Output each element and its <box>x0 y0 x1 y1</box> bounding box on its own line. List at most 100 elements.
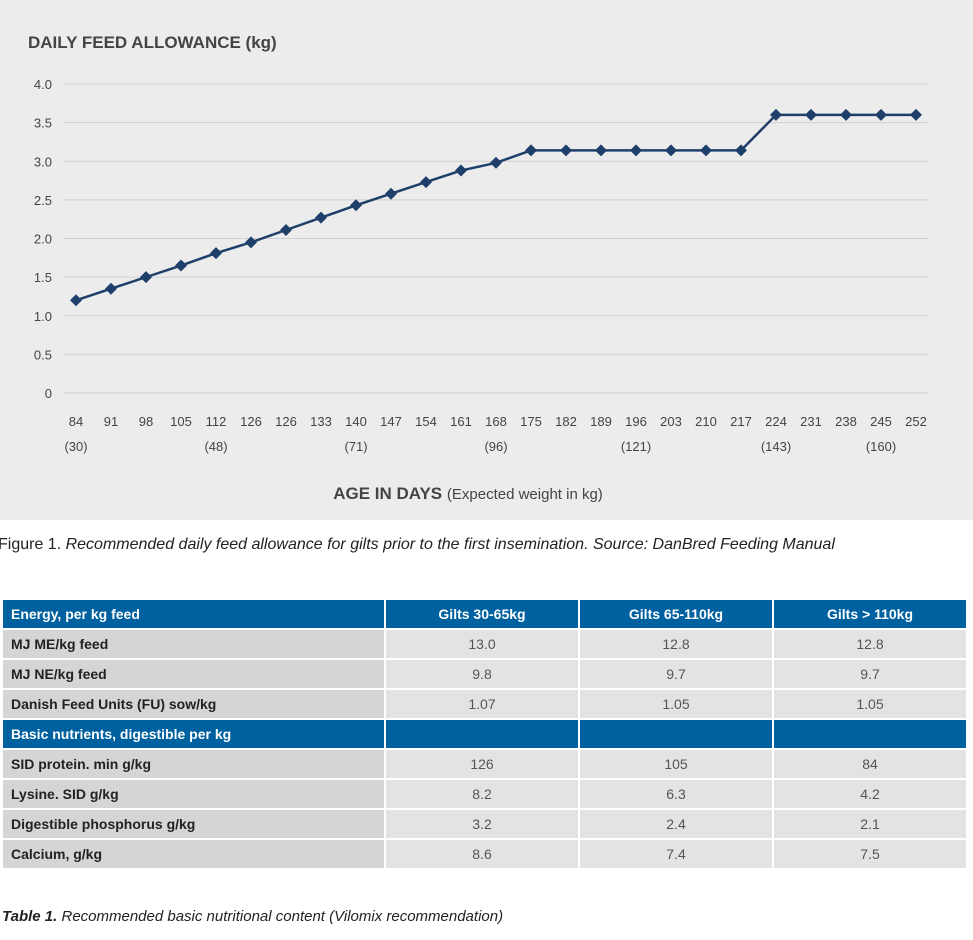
y-tick-label: 2.5 <box>34 193 52 208</box>
row-label: Calcium, g/kg <box>3 840 384 868</box>
x-weight-label: (143) <box>761 439 791 454</box>
data-point <box>595 144 607 157</box>
row-label: Digestible phosphorus g/kg <box>3 810 384 838</box>
x-weight-label: (96) <box>484 439 507 454</box>
data-point <box>490 156 502 169</box>
y-tick-label: 4.0 <box>34 77 52 92</box>
data-point <box>420 176 432 189</box>
data-point <box>105 282 117 295</box>
header-cell <box>580 720 772 748</box>
row-label: SID protein. min g/kg <box>3 750 384 778</box>
value-cell: 7.4 <box>580 840 772 868</box>
value-cell: 1.05 <box>774 690 966 718</box>
data-point <box>350 199 362 212</box>
table-row: Energy, per kg feed Gilts 30-65kg Gilts 65… <box>3 600 966 628</box>
x-tick-label: 252 <box>905 414 927 429</box>
data-point <box>910 108 922 121</box>
x-tick-label: 84 <box>69 414 83 429</box>
table-row: Calcium, g/kg 8.6 7.4 7.5 <box>3 840 966 868</box>
value-cell: 8.6 <box>386 840 578 868</box>
value-cell: 1.05 <box>580 690 772 718</box>
data-point <box>245 236 257 249</box>
feed-allowance-chart: DAILY FEED ALLOWANCE (kg) 0 0.5 1.0 1.5 2.0 2.… <box>28 33 928 503</box>
data-point <box>840 108 852 121</box>
y-tick-label: 0 <box>45 386 52 401</box>
y-tick-label: 3.0 <box>34 154 52 169</box>
value-cell: 9.7 <box>580 660 772 688</box>
table-caption: Table 1. Recommended basic nutritional c… <box>2 908 503 925</box>
x-axis-label-bold: AGE IN DAYS <box>333 484 442 503</box>
table-row: MJ ME/kg feed 13.0 12.8 12.8 <box>3 630 966 658</box>
row-label: Lysine. SID g/kg <box>3 780 384 808</box>
x-weight-label: (71) <box>344 439 367 454</box>
header-cell: Gilts 30-65kg <box>386 600 578 628</box>
data-point <box>770 108 782 121</box>
x-tick-label: 189 <box>590 414 612 429</box>
header-cell: Energy, per kg feed <box>3 600 384 628</box>
chart-title: DAILY FEED ALLOWANCE (kg) <box>28 33 277 52</box>
y-tick-label: 0.5 <box>34 347 52 362</box>
nutrition-table: Energy, per kg feed Gilts 30-65kg Gilts 65… <box>1 598 968 870</box>
data-point <box>140 271 152 284</box>
data-point <box>315 211 327 224</box>
table-label: Table 1. <box>2 908 58 925</box>
x-tick-label: 91 <box>104 414 118 429</box>
header-cell: Gilts 65-110kg <box>580 600 772 628</box>
data-point <box>280 224 292 237</box>
table-row: SID protein. min g/kg 126 105 84 <box>3 750 966 778</box>
value-cell: 2.1 <box>774 810 966 838</box>
chart-panel: DAILY FEED ALLOWANCE (kg) 0 0.5 1.0 1.5 2.0 2.… <box>0 0 973 520</box>
y-tick-label: 3.5 <box>34 116 52 131</box>
x-weight-label: (160) <box>866 439 896 454</box>
y-tick-label: 2.0 <box>34 232 52 247</box>
value-cell: 13.0 <box>386 630 578 658</box>
x-tick-label: 231 <box>800 414 822 429</box>
x-tick-label: 238 <box>835 414 857 429</box>
x-tick-label: 147 <box>380 414 402 429</box>
section-header: Basic nutrients, digestible per kg <box>3 720 384 748</box>
x-tick-label: 161 <box>450 414 472 429</box>
data-point <box>385 187 397 200</box>
data-point <box>700 144 712 157</box>
data-point <box>630 144 642 157</box>
data-point <box>525 144 537 157</box>
x-tick-label: 175 <box>520 414 542 429</box>
table-caption-text: Recommended basic nutritional content (V… <box>61 908 504 925</box>
data-point <box>665 144 677 157</box>
row-label: Danish Feed Units (FU) sow/kg <box>3 690 384 718</box>
data-point <box>805 108 817 121</box>
x-tick-label: 168 <box>485 414 507 429</box>
x-tick-label: 112 <box>206 414 227 429</box>
y-tick-label: 1.0 <box>34 309 52 324</box>
data-point <box>875 108 887 121</box>
value-cell: 7.5 <box>774 840 966 868</box>
x-axis-label-detail: (Expected weight in kg) <box>447 486 603 503</box>
table-row: Digestible phosphorus g/kg 3.2 2.4 2.1 <box>3 810 966 838</box>
figure-caption-text: Recommended daily feed allowance for gil… <box>65 536 835 553</box>
figure-caption: Figure 1. Recommended daily feed allowan… <box>0 536 835 554</box>
value-cell: 1.07 <box>386 690 578 718</box>
data-point <box>455 164 467 177</box>
x-tick-label: 203 <box>660 414 682 429</box>
row-label: MJ ME/kg feed <box>3 630 384 658</box>
x-tick-label: 140 <box>345 414 367 429</box>
x-tick-label: 98 <box>139 414 153 429</box>
value-cell: 9.7 <box>774 660 966 688</box>
value-cell: 12.8 <box>580 630 772 658</box>
data-point <box>70 294 82 307</box>
data-point <box>560 144 572 157</box>
x-tick-label: 224 <box>765 414 787 429</box>
table-row: MJ NE/kg feed 9.8 9.7 9.7 <box>3 660 966 688</box>
header-cell <box>774 720 966 748</box>
x-weight-label: (48) <box>204 439 227 454</box>
y-tick-label: 1.5 <box>34 270 52 285</box>
x-tick-label: 133 <box>310 414 332 429</box>
value-cell: 126 <box>386 750 578 778</box>
x-tick-label: 245 <box>870 414 892 429</box>
figure-label: Figure 1. <box>0 536 62 553</box>
header-cell: Gilts > 110kg <box>774 600 966 628</box>
table-row: Lysine. SID g/kg 8.2 6.3 4.2 <box>3 780 966 808</box>
x-tick-label: 126 <box>240 414 262 429</box>
table-row: Basic nutrients, digestible per kg <box>3 720 966 748</box>
data-point <box>735 144 747 157</box>
